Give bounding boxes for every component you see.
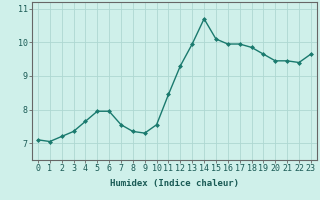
- X-axis label: Humidex (Indice chaleur): Humidex (Indice chaleur): [110, 179, 239, 188]
